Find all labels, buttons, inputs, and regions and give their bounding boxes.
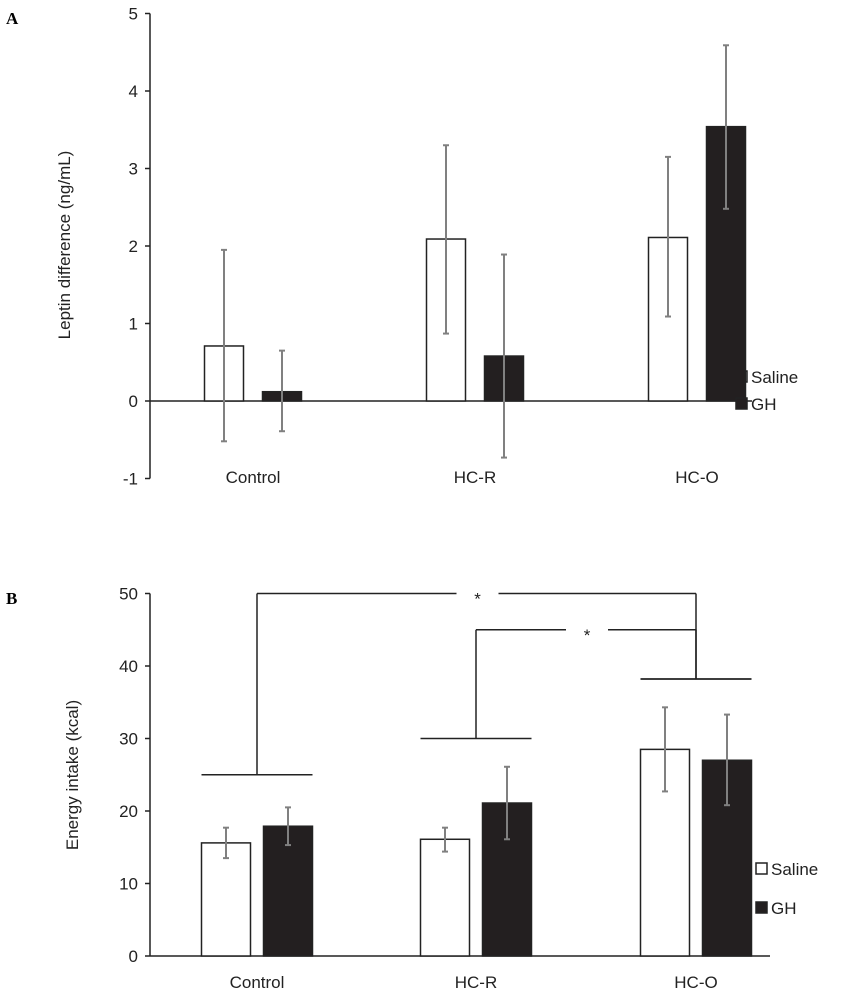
y-tick-label: 40 (119, 657, 138, 676)
y-tick-label: 5 (129, 5, 138, 24)
y-tick-label: 0 (129, 392, 138, 411)
x-category-label: HC-O (675, 468, 718, 487)
legend-swatch-gh (735, 397, 748, 410)
x-category-label: Control (226, 468, 281, 487)
y-tick-label: 20 (119, 802, 138, 821)
legend-label-saline: Saline (751, 368, 798, 387)
y-axis-label-b: Energy intake (kcal) (63, 700, 82, 850)
panel-label-a: A (6, 9, 19, 28)
x-category-label: HC-R (454, 468, 497, 487)
x-category-label: HC-O (674, 973, 717, 992)
y-tick-label: 1 (129, 315, 138, 334)
legend-swatch-saline (755, 862, 768, 875)
significance-marker: * (584, 626, 591, 645)
panel-label-b: B (6, 589, 17, 608)
legend-swatch-gh (755, 901, 768, 914)
legend-label-saline: Saline (771, 860, 818, 879)
bar-saline (419, 838, 471, 957)
legend-label-gh: GH (771, 899, 797, 918)
y-tick-label: 4 (129, 82, 138, 101)
bar-gh (262, 825, 314, 957)
bar-saline (200, 842, 252, 957)
y-tick-label: 3 (129, 160, 138, 179)
y-tick-label: -1 (123, 470, 138, 489)
significance-marker: * (474, 590, 481, 609)
x-category-label: HC-R (455, 973, 498, 992)
y-tick-label: 10 (119, 875, 138, 894)
y-tick-label: 2 (129, 237, 138, 256)
legend-label-gh: GH (751, 395, 777, 414)
x-category-label: Control (230, 973, 285, 992)
y-tick-label: 30 (119, 730, 138, 749)
y-tick-label: 0 (129, 947, 138, 966)
y-axis-label-a: Leptin difference (ng/mL) (55, 151, 74, 340)
y-tick-label: 50 (119, 585, 138, 604)
